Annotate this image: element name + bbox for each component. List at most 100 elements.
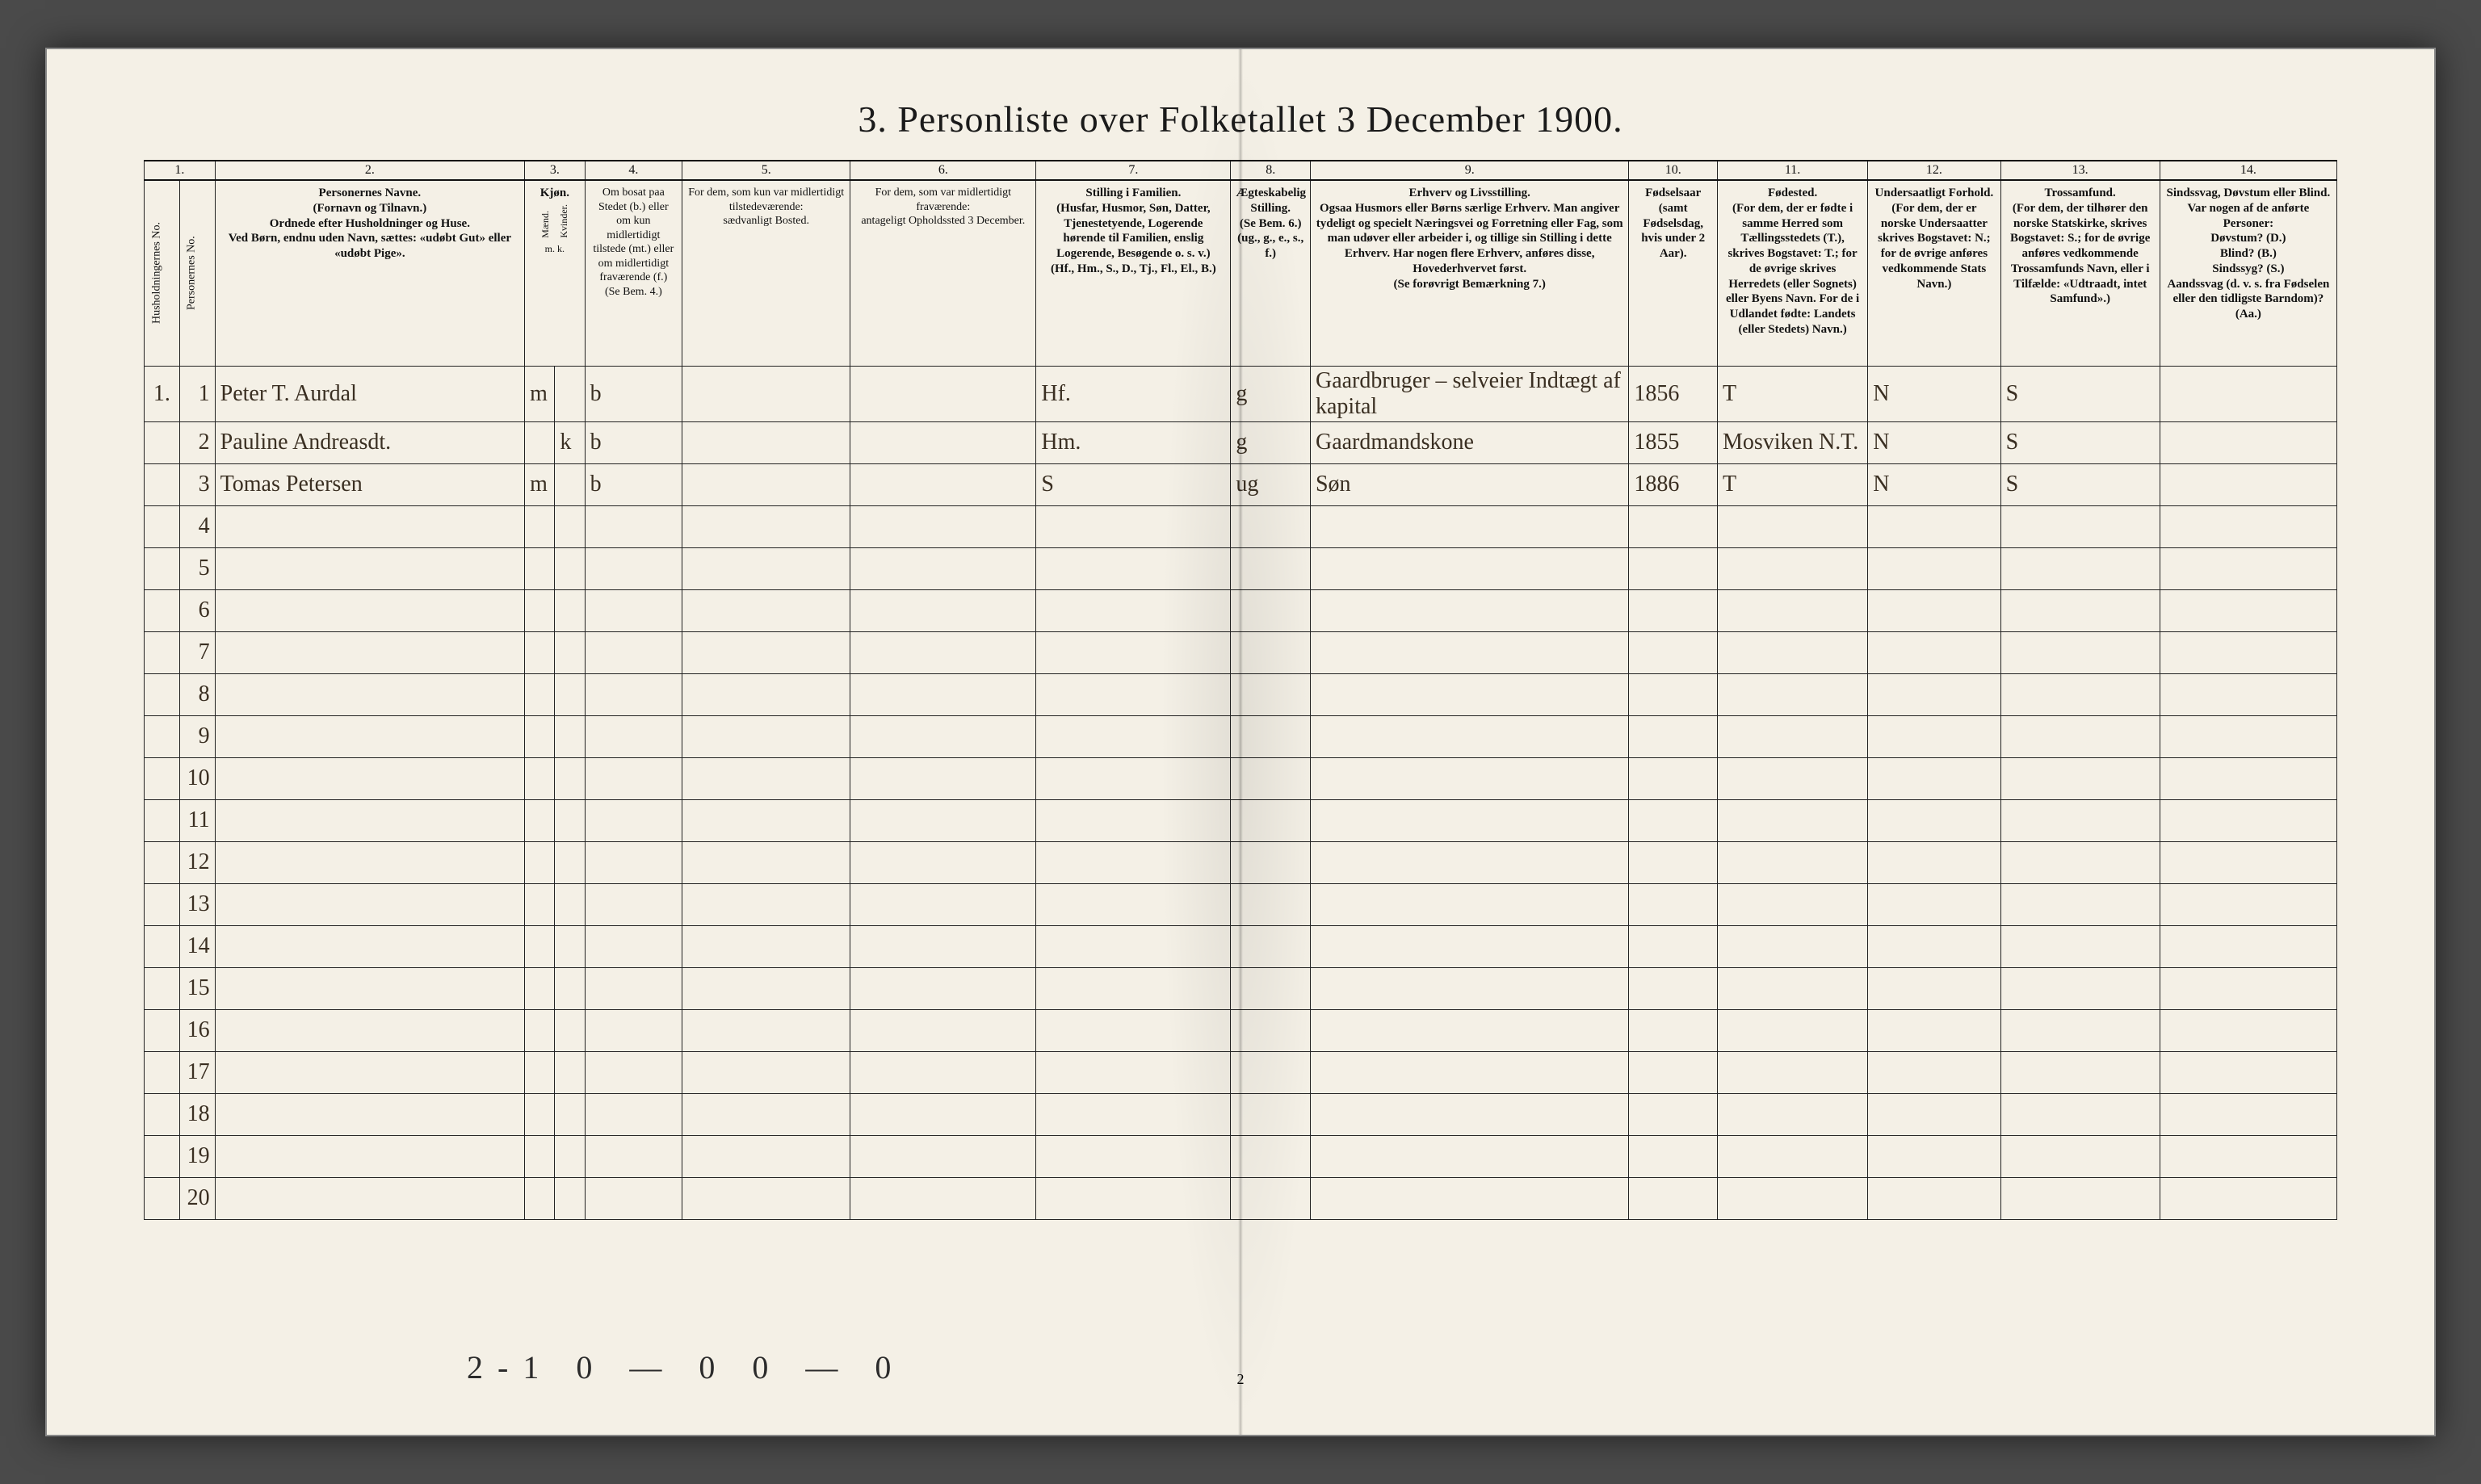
cell-sex-k [555,505,585,547]
cell-person-no: 19 [179,1135,215,1177]
cell-sex-m [525,715,555,757]
cell-household-no [145,547,180,589]
colnum-12: 12. [1868,161,2000,180]
cell-egteskab [1231,1009,1311,1051]
cell-person-no: 5 [179,547,215,589]
hdr-midlt-text: For dem, som kun var midlertidigt tilste… [688,187,844,227]
cell-midlertidig [682,631,850,673]
cell-fodselsaar: 1856 [1629,366,1718,421]
cell-erhverv [1310,547,1628,589]
cell-fodested [1717,883,1867,925]
cell-stilling [1036,547,1231,589]
cell-fodselsaar [1629,547,1718,589]
cell-name [215,841,524,883]
cell-person-no: 6 [179,589,215,631]
cell-sex-k [555,883,585,925]
cell-sindssvag [2160,463,2336,505]
cell-bosat [585,505,682,547]
cell-sindssvag [2160,1009,2336,1051]
cell-egteskab [1231,589,1311,631]
hdr-bosat: Om bosat paa Stedet (b.) eller om kun mi… [585,180,682,366]
cell-name [215,1135,524,1177]
cell-fodselsaar: 1886 [1629,463,1718,505]
cell-fodselsaar [1629,799,1718,841]
cell-fravaerende [850,421,1036,463]
hdr-egt: Ægteskabelig Stilling. (Se Bem. 6.) (ug.… [1231,180,1311,366]
cell-fodselsaar [1629,631,1718,673]
cell-sex-k [555,1135,585,1177]
table-row: 7 [145,631,2337,673]
cell-sindssvag [2160,366,2336,421]
cell-household-no: 1. [145,366,180,421]
cell-erhverv [1310,1093,1628,1135]
cell-household-no [145,1093,180,1135]
cell-sindssvag [2160,1135,2336,1177]
cell-stilling [1036,757,1231,799]
cell-bosat [585,967,682,1009]
table-row: 12 [145,841,2337,883]
cell-egteskab [1231,673,1311,715]
cell-household-no [145,841,180,883]
cell-sex-k [555,366,585,421]
cell-trossamfund [2000,547,2160,589]
cell-fravaerende [850,547,1036,589]
colnum-3: 3. [525,161,586,180]
cell-fodselsaar [1629,1177,1718,1219]
hdr-sind: Sindssvag, Døvstum eller Blind. Var noge… [2160,180,2336,366]
cell-sex-k [555,799,585,841]
cell-bosat [585,715,682,757]
hdr-frav-text: For dem, som var midlertidigt fraværende… [861,187,1025,227]
cell-sex-m [525,631,555,673]
cell-egteskab [1231,715,1311,757]
cell-bosat [585,589,682,631]
cell-fodselsaar [1629,1009,1718,1051]
cell-name [215,925,524,967]
cell-undersaat [1868,1093,2000,1135]
cell-stilling [1036,841,1231,883]
census-table: 1. 2. 3. 4. 5. 6. 7. 8. 9. 10. 11. 12. 1… [144,160,2337,1220]
cell-fodselsaar [1629,1051,1718,1093]
hdr-kjon-mk: m. k. [545,243,565,254]
table-row: 11 [145,799,2337,841]
cell-midlertidig [682,1135,850,1177]
cell-midlertidig [682,1009,850,1051]
cell-erhverv [1310,1135,1628,1177]
cell-trossamfund: S [2000,366,2160,421]
hdr-egt-text: Ægteskabelig Stilling. (Se Bem. 6.) (ug.… [1236,187,1306,260]
table-row: 19 [145,1135,2337,1177]
hdr-frav: For dem, som var midlertidigt fraværende… [850,180,1036,366]
cell-household-no [145,1051,180,1093]
table-row: 9 [145,715,2337,757]
hdr-kjon: Kjøn. Mænd. Kvinder. m. k. [525,180,586,366]
cell-person-no: 8 [179,673,215,715]
cell-sex-m [525,1177,555,1219]
cell-sindssvag [2160,1093,2336,1135]
cell-sindssvag [2160,1051,2336,1093]
cell-sindssvag [2160,925,2336,967]
cell-trossamfund [2000,757,2160,799]
cell-stilling [1036,1135,1231,1177]
cell-fravaerende [850,883,1036,925]
cell-undersaat [1868,1177,2000,1219]
cell-household-no [145,1009,180,1051]
cell-stilling: Hm. [1036,421,1231,463]
cell-bosat [585,1135,682,1177]
cell-sex-k [555,925,585,967]
hdr-fsted-text: Fødested. (For dem, der er fødte i samme… [1726,187,1859,336]
cell-midlertidig [682,421,850,463]
cell-sex-k [555,463,585,505]
cell-trossamfund [2000,1051,2160,1093]
cell-midlertidig [682,463,850,505]
colnum-14: 14. [2160,161,2336,180]
hdr-name-text: Personernes Navne. (Fornavn og Tilnavn.)… [229,187,511,260]
cell-fodselsaar [1629,757,1718,799]
cell-bosat: b [585,421,682,463]
table-row: 4 [145,505,2337,547]
cell-undersaat [1868,1135,2000,1177]
table-row: 6 [145,589,2337,631]
cell-egteskab [1231,1135,1311,1177]
cell-name [215,715,524,757]
cell-undersaat: N [1868,366,2000,421]
cell-undersaat [1868,925,2000,967]
cell-fodested [1717,1177,1867,1219]
